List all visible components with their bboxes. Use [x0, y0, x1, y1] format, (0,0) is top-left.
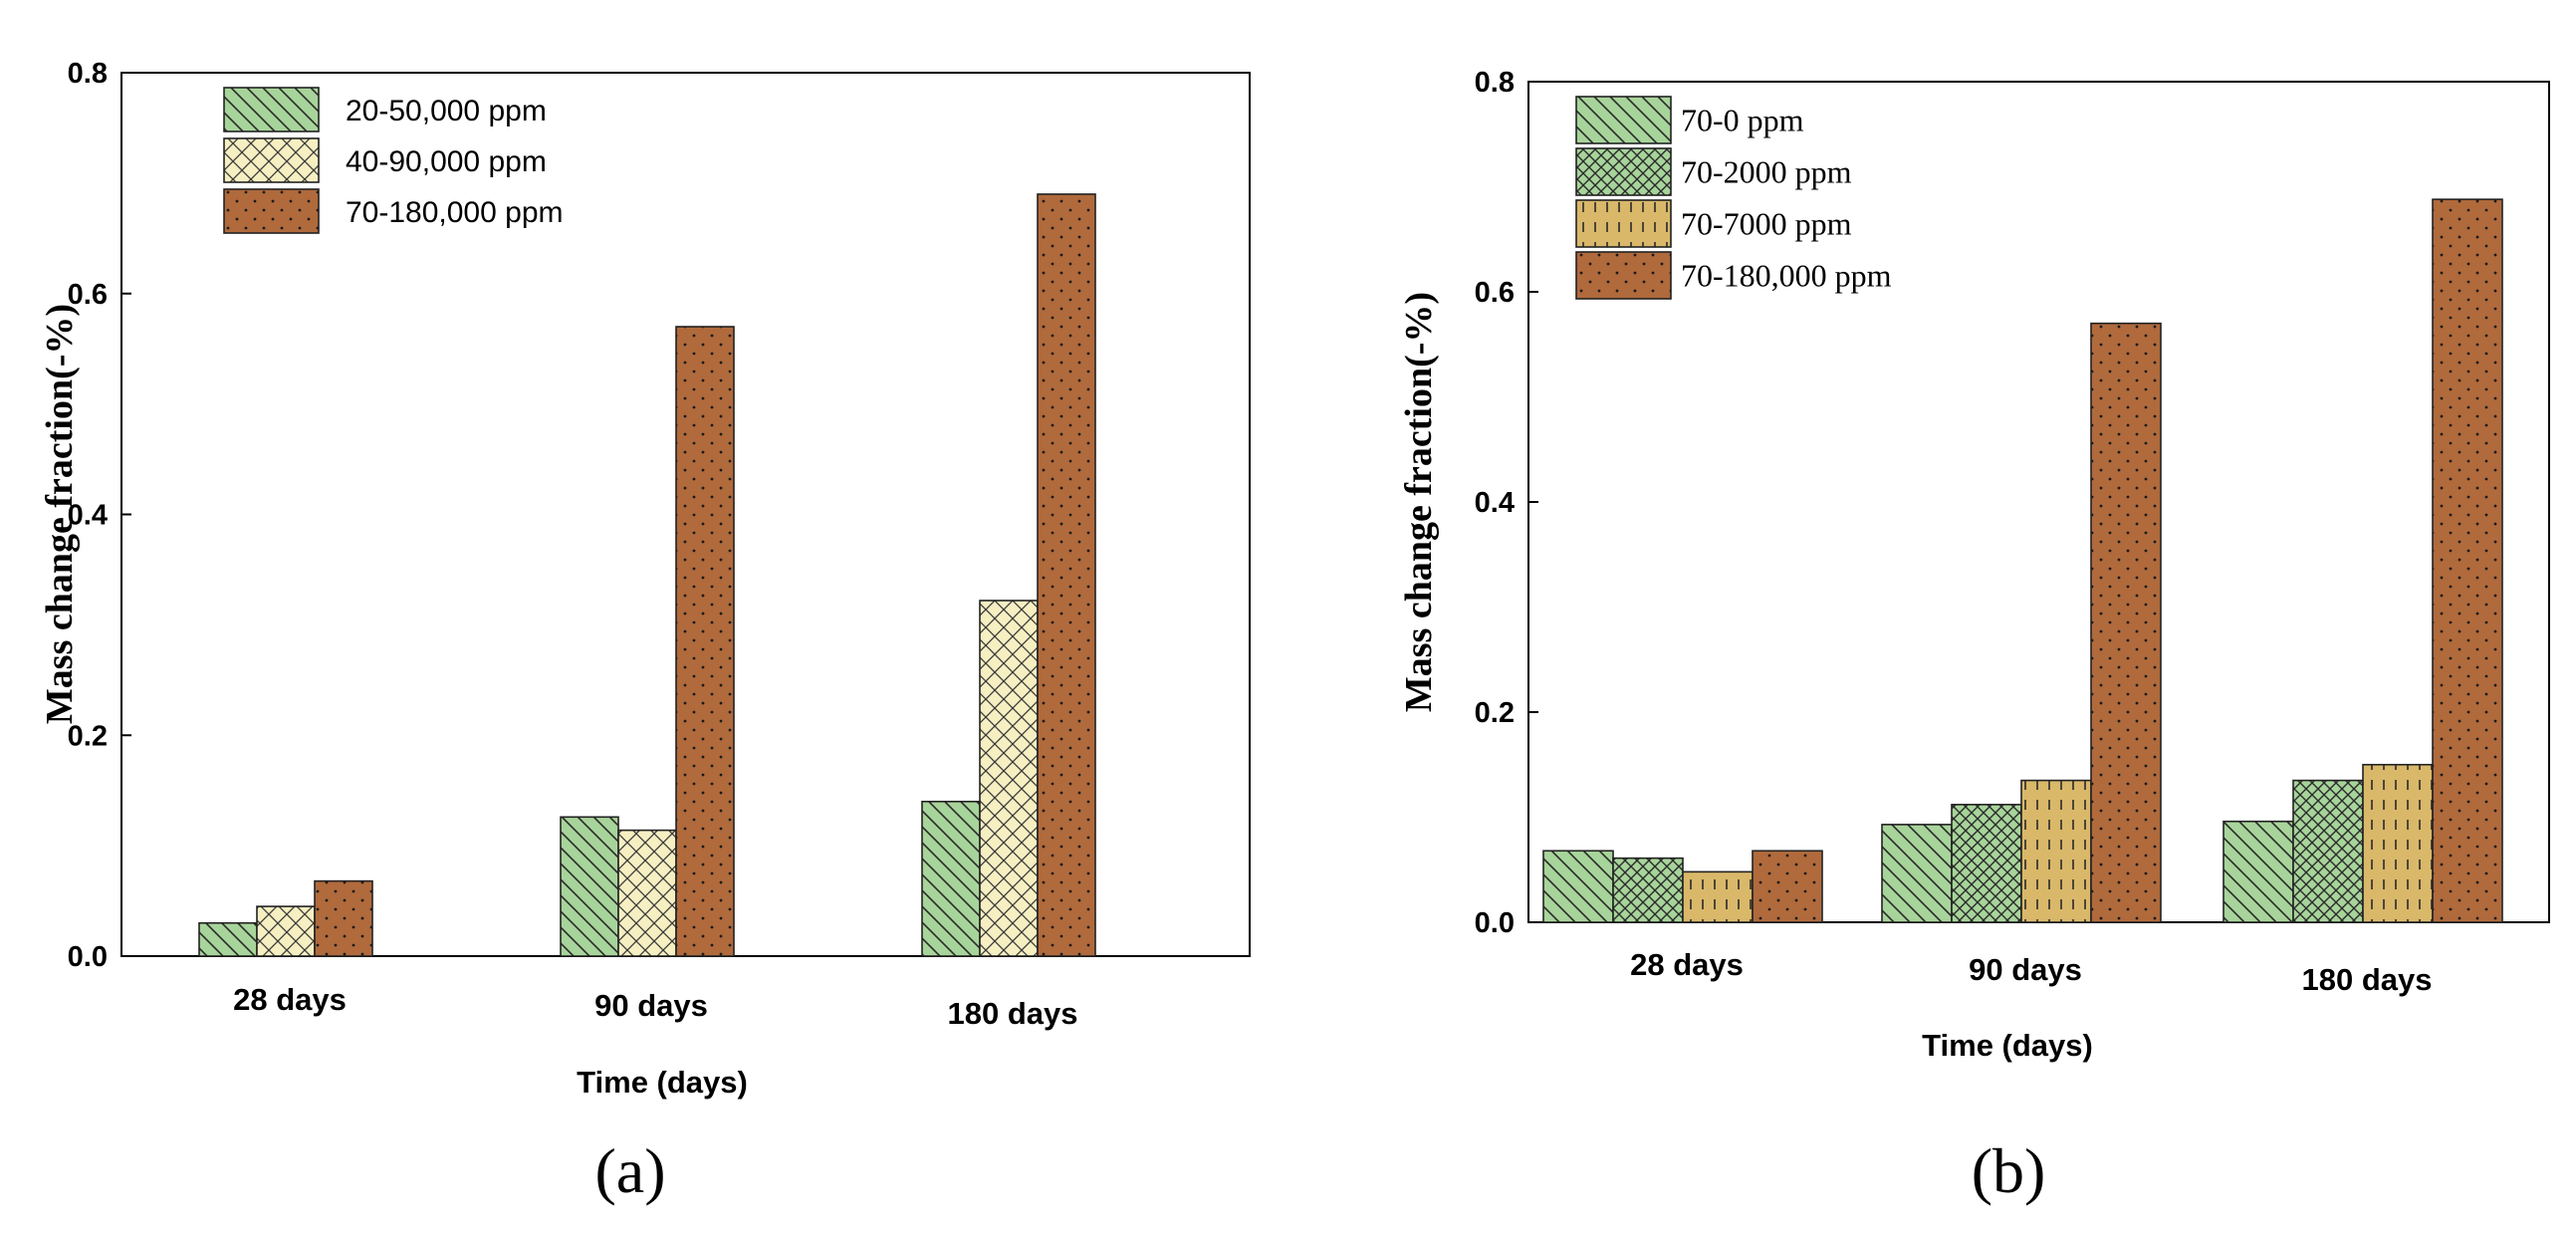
y-tick-label-b-1: 0.2	[1475, 697, 1515, 729]
bar-a-s2-c2	[1037, 193, 1096, 957]
legend-a: 20-50,000 ppm 40-90,000 ppm 70-180,000 ppm	[223, 87, 564, 234]
bar-b-s2-c0	[1682, 870, 1754, 923]
bar-a-s1-c1	[617, 829, 677, 957]
y-axis-label-b: Mass change fraction(-%)	[1398, 292, 1440, 712]
x-axis-label-b: Time (days)	[1922, 1028, 2093, 1063]
legend-b: 70-0 ppm 70-2000 ppm 70-7000 ppm 70-180,000…	[1575, 96, 1892, 300]
x-tick-label-b-0: 28 days	[1630, 947, 1744, 982]
bar-a-s0-c2	[921, 800, 981, 957]
y-tick-label-b-0: 0.0	[1475, 907, 1515, 939]
legend-swatch-b-1	[1575, 147, 1672, 196]
x-tick-label-a-0: 28 days	[233, 982, 347, 1017]
bar-b-s2-c1	[2020, 779, 2092, 923]
bar-a-s0-c1	[560, 816, 619, 957]
bar-a-s1-c0	[256, 905, 316, 957]
x-axis-ticks-a: 28 days 90 days 180 days	[233, 982, 1077, 1031]
legend-swatch-a-1	[223, 137, 320, 183]
legend-label-b-1: 70-2000 ppm	[1681, 154, 1852, 190]
legend-swatch-a-0	[223, 87, 320, 132]
x-tick-label-a-1: 90 days	[594, 988, 708, 1023]
bar-a-s1-c2	[979, 600, 1039, 957]
y-tick-label-b-2: 0.4	[1475, 487, 1515, 519]
bar-b-s1-c2	[2292, 779, 2364, 923]
y-tick-label-b-3: 0.6	[1475, 277, 1515, 309]
legend-label-b-0: 70-0 ppm	[1681, 103, 1804, 138]
bar-b-s3-c2	[2432, 198, 2503, 923]
legend-label-b-3: 70-180,000 ppm	[1681, 258, 1892, 294]
bar-b-s0-c1	[1881, 824, 1953, 923]
legend-label-a-0: 20-50,000 ppm	[346, 95, 547, 127]
y-tick-label-a-1: 0.2	[68, 720, 108, 752]
legend-swatch-b-3	[1575, 251, 1672, 300]
x-tick-label-b-1: 90 days	[1969, 952, 2082, 987]
bar-a-s2-c1	[675, 326, 735, 957]
y-tick-label-a-2: 0.4	[68, 500, 108, 532]
bar-b-s0-c0	[1542, 850, 1614, 923]
legend-swatch-b-2	[1575, 199, 1672, 248]
bars-a	[198, 193, 1096, 957]
y-axis-label-a: Mass change fraction(-%)	[39, 304, 81, 724]
x-axis-label-a: Time (days)	[577, 1065, 748, 1100]
y-tick-label-b-4: 0.8	[1475, 67, 1515, 99]
legend-label-a-1: 40-90,000 ppm	[346, 145, 547, 178]
legend-swatch-b-0	[1575, 96, 1672, 144]
y-tick-label-a-4: 0.8	[68, 58, 108, 90]
legend-swatch-a-2	[223, 188, 320, 234]
legend-label-a-2: 70-180,000 ppm	[346, 196, 564, 229]
panel-label-a: (a)	[594, 1135, 665, 1206]
y-tick-label-a-0: 0.0	[68, 941, 108, 973]
x-tick-label-a-2: 180 days	[948, 996, 1078, 1031]
bar-a-s0-c0	[198, 921, 258, 957]
bar-b-s3-c1	[2090, 322, 2162, 923]
bar-b-s0-c2	[2223, 820, 2294, 923]
bar-b-s1-c0	[1612, 857, 1684, 923]
chart-panel-b: 0.0 0.2 0.4 0.6 0.8 28 days 90 days 180 days 7…	[1398, 67, 2550, 1206]
bar-b-s1-c1	[1951, 804, 2022, 923]
bar-b-s3-c0	[1752, 850, 1823, 923]
bars-b	[1542, 198, 2503, 923]
x-axis-ticks-b: 28 days 90 days 180 days	[1630, 947, 2432, 997]
y-axis-ticks-a: 0.0 0.2 0.4 0.6 0.8	[68, 58, 131, 973]
chart-panel-a: 0.0 0.2 0.4 0.6 0.8 28 days 90 days 180 days 2…	[39, 58, 1251, 1206]
bar-a-s2-c0	[314, 879, 373, 957]
x-tick-label-b-2: 180 days	[2302, 962, 2433, 997]
y-axis-ticks-b: 0.0 0.2 0.4 0.6 0.8	[1475, 67, 1538, 939]
panel-label-b: (b)	[1972, 1135, 2046, 1206]
bar-b-s2-c2	[2362, 763, 2434, 923]
legend-label-b-2: 70-7000 ppm	[1681, 206, 1852, 242]
y-tick-label-a-3: 0.6	[68, 279, 108, 311]
